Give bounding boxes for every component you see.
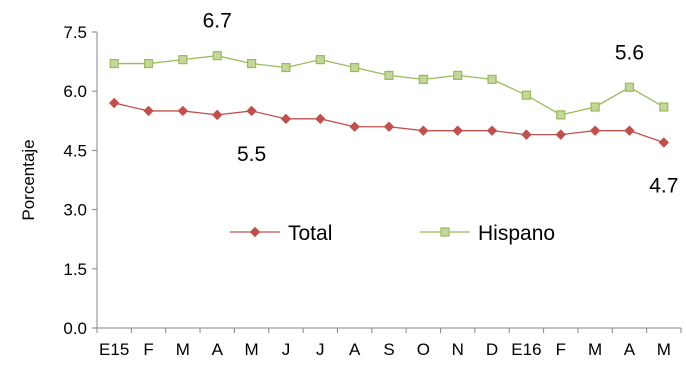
data-label: 4.7: [649, 175, 678, 198]
x-tick-label: M: [657, 340, 671, 359]
data-point: [212, 51, 222, 61]
data-point: [556, 110, 566, 120]
series-hispano: [109, 51, 669, 120]
data-point: [281, 62, 291, 73]
data-point: [178, 55, 188, 65]
x-tick-label: J: [316, 340, 325, 359]
legend-label: Total: [288, 222, 332, 245]
x-tick-label: S: [383, 340, 394, 359]
data-point: [349, 121, 360, 132]
data-point: [383, 121, 395, 132]
data-point: [486, 125, 498, 136]
data-point: [280, 113, 292, 125]
data-point: [555, 129, 566, 140]
data-point: [624, 82, 635, 92]
data-label: 5.6: [615, 41, 644, 64]
data-point: [315, 55, 325, 65]
y-tick-label: 0.0: [63, 319, 87, 338]
y-tick-label: 7.5: [63, 23, 87, 42]
data-point: [521, 90, 532, 100]
data-label: 6.7: [203, 10, 232, 33]
data-point: [384, 70, 394, 81]
legend-item-total: Total: [230, 222, 332, 245]
x-tick-label: D: [486, 340, 498, 359]
data-point: [350, 62, 360, 73]
y-tick-labels: 0.0 1.5 3.0 4.5 6.0 7.5: [63, 23, 87, 338]
x-tick-label: M: [588, 340, 602, 359]
data-point: [590, 102, 600, 112]
data-point: [315, 113, 326, 125]
chart-axes: [92, 31, 682, 333]
data-point: [108, 97, 120, 109]
x-tick-label: M: [176, 340, 190, 359]
x-tick-label: A: [624, 340, 636, 359]
legend: Total Hispano: [230, 222, 555, 245]
x-tick-label: M: [245, 340, 259, 359]
data-point: [246, 105, 257, 117]
legend-marker: [440, 227, 450, 237]
y-tick-label: 6.0: [63, 82, 87, 101]
series-line: [114, 55, 665, 116]
data-point: [624, 125, 635, 136]
legend-item-hispano: Hispano: [420, 222, 555, 245]
data-point: [521, 129, 532, 140]
x-tick-label: A: [349, 340, 361, 359]
y-tick-label: 3.0: [63, 201, 87, 220]
y-tick-label: 1.5: [63, 260, 87, 279]
data-point: [246, 58, 257, 69]
data-point: [109, 58, 119, 69]
data-point: [143, 105, 154, 117]
x-tick-label: E16: [511, 340, 541, 359]
data-point: [658, 137, 670, 148]
x-tick-label: E15: [99, 340, 129, 359]
data-point: [212, 109, 223, 121]
series-total: [108, 97, 670, 148]
data-point: [143, 58, 154, 69]
data-point: [177, 105, 189, 117]
data-labels: 6.7 5.5 5.6 4.7: [203, 10, 679, 198]
x-tick-label: A: [212, 340, 224, 359]
data-point: [452, 125, 463, 136]
x-tick-label: F: [556, 340, 566, 359]
data-point: [487, 74, 497, 84]
y-axis-label: Porcentaje: [19, 139, 38, 220]
x-tick-labels: E15 F M A M J J A S O N D E16 F M A M: [99, 340, 671, 359]
x-tick-label: J: [282, 340, 291, 359]
data-point: [418, 125, 429, 136]
legend-label: Hispano: [478, 222, 555, 245]
data-label: 5.5: [237, 143, 266, 166]
x-tick-label: O: [417, 340, 430, 359]
legend-marker: [249, 226, 261, 238]
data-point: [659, 102, 669, 112]
series-group: [108, 51, 670, 148]
x-tick-label: F: [143, 340, 153, 359]
x-tick-label: N: [452, 340, 464, 359]
data-point: [418, 74, 428, 84]
data-point: [453, 70, 463, 81]
y-tick-label: 4.5: [63, 141, 87, 160]
data-point: [589, 125, 601, 136]
